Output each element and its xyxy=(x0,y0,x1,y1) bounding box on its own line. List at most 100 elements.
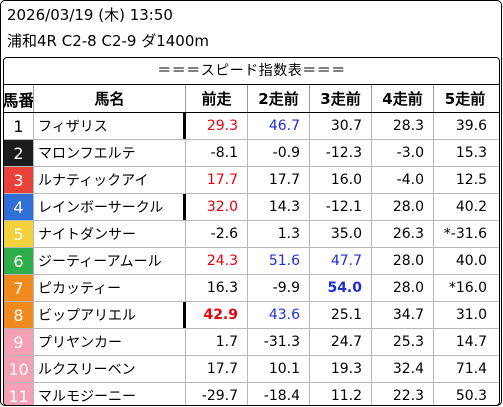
speed-index-cell: 22.3 xyxy=(372,383,434,405)
table-row: 11 マルモジーニー -29.7 -18.4 11.2 22.3 50.3 xyxy=(4,383,499,405)
horse-number-badge: 7 xyxy=(4,275,34,301)
speed-index-cell: -2.6 xyxy=(186,221,248,247)
speed-index-cell: 31.0 xyxy=(455,307,487,323)
speed-index-cell: 29.3 xyxy=(186,113,248,139)
speed-index-cell: 17.7 xyxy=(186,356,248,382)
speed-index-cell: 28.0 xyxy=(372,275,434,301)
speed-index-cell: 1.3 xyxy=(248,221,310,247)
speed-index-cell: 16.3 xyxy=(186,275,248,301)
speed-index-cell: -4.0 xyxy=(372,167,434,193)
horse-name: ビップアリエル xyxy=(34,302,186,328)
speed-index-cell: -9.9 xyxy=(248,275,310,301)
speed-index-cell: -12.3 xyxy=(310,140,372,166)
horse-name: ジーティーアムール xyxy=(34,248,186,274)
horse-number-badge: 2 xyxy=(4,140,34,166)
speed-index-cell: 26.3 xyxy=(372,221,434,247)
speed-index-cell: -0.9 xyxy=(248,140,310,166)
speed-index-cell: 19.3 xyxy=(310,356,372,382)
horse-name: マロンフエルテ xyxy=(34,140,186,166)
horse-name: マルモジーニー xyxy=(34,383,186,405)
speed-index-cell: -31.3 xyxy=(248,329,310,355)
column-header-number: 馬番 xyxy=(4,85,34,112)
column-header-3-races-ago: 3走前 xyxy=(310,85,372,112)
horse-name: ピカッティー xyxy=(34,275,186,301)
table-header-row: 馬番 馬名 前走 2走前 3走前 4走前 5走前 xyxy=(4,85,499,113)
horse-name: ルクスリーベン xyxy=(34,356,186,382)
horse-name: ルナティックアイ xyxy=(34,167,186,193)
speed-index-cell: 24.7 xyxy=(310,329,372,355)
speed-index-cell: -29.7 xyxy=(186,383,248,405)
speed-index-cell: 40.2 xyxy=(455,199,487,215)
speed-index-cell: 51.6 xyxy=(248,248,310,274)
table-row: 4 レインボーサークル 32.0 14.3 -12.1 28.0 40.2 xyxy=(4,194,499,221)
table-row: 9 プリヤンカー 1.7 -31.3 24.7 25.3 14.7 xyxy=(4,329,499,356)
speed-index-cell: 17.7 xyxy=(248,167,310,193)
table-title: ＝＝＝スピード指数表＝＝＝ xyxy=(4,58,499,85)
race-info: 浦和4R C2-8 C2-9 ダ1400m xyxy=(7,32,210,50)
table-row: 3 ルナティックアイ 17.7 17.7 16.0 -4.0 12.5 xyxy=(4,167,499,194)
speed-index-cell: 25.1 xyxy=(310,302,372,328)
table-row: 5 ナイトダンサー -2.6 1.3 35.0 26.3 *-31.6 xyxy=(4,221,499,248)
speed-index-cell: -3.0 xyxy=(372,140,434,166)
speed-index-cell: 71.4 xyxy=(455,361,487,377)
speed-index-cell: 32.0 xyxy=(186,194,248,220)
speed-index-cell: 39.6 xyxy=(455,118,487,134)
speed-index-cell: -12.1 xyxy=(310,194,372,220)
speed-index-cell: 16.0 xyxy=(310,167,372,193)
speed-index-cell: 25.3 xyxy=(372,329,434,355)
speed-index-cell: -8.1 xyxy=(186,140,248,166)
speed-index-cell: 43.6 xyxy=(248,302,310,328)
horse-name: フィザリス xyxy=(34,113,186,139)
speed-index-cell: 24.3 xyxy=(186,248,248,274)
speed-index-cell: 47.7 xyxy=(310,248,372,274)
speed-index-cell: 50.3 xyxy=(455,388,487,404)
speed-index-cell: 35.0 xyxy=(310,221,372,247)
speed-index-cell: 11.2 xyxy=(310,383,372,405)
speed-index-cell: 15.3 xyxy=(455,145,487,161)
speed-index-cell: 1.7 xyxy=(186,329,248,355)
column-header-last-race: 前走 xyxy=(186,85,248,112)
speed-index-cell: 28.0 xyxy=(372,248,434,274)
horse-number-badge: 10 xyxy=(4,356,34,382)
horse-name: ナイトダンサー xyxy=(34,221,186,247)
table-row: 2 マロンフエルテ -8.1 -0.9 -12.3 -3.0 15.3 xyxy=(4,140,499,167)
horse-number-badge: 4 xyxy=(4,194,34,220)
horse-number-badge: 11 xyxy=(4,383,34,405)
horse-number-badge: 5 xyxy=(4,221,34,247)
horse-number-badge: 3 xyxy=(4,167,34,193)
speed-index-cell: -18.4 xyxy=(248,383,310,405)
speed-index-cell: 28.3 xyxy=(372,113,434,139)
column-header-4-races-ago: 4走前 xyxy=(372,85,434,112)
speed-index-cell: 17.7 xyxy=(186,167,248,193)
speed-index-cell: 42.9 xyxy=(186,302,248,328)
horse-name: レインボーサークル xyxy=(34,194,186,220)
horse-number-badge: 9 xyxy=(4,329,34,355)
column-header-5-races-ago: 5走前 xyxy=(444,90,486,108)
horse-number-badge: 1 xyxy=(4,113,34,139)
speed-index-cell: 40.0 xyxy=(455,253,487,269)
speed-index-cell: 54.0 xyxy=(310,275,372,301)
column-header-2-races-ago: 2走前 xyxy=(248,85,310,112)
horse-number-badge: 6 xyxy=(4,248,34,274)
table-body: 1 フィザリス 29.3 46.7 30.7 28.3 39.6 2 マロンフエルテ -8.1 -0… xyxy=(4,113,499,405)
speed-index-cell: 14.3 xyxy=(248,194,310,220)
table-row: 10 ルクスリーベン 17.7 10.1 19.3 32.4 71.4 xyxy=(4,356,499,383)
column-header-horse-name: 馬名 xyxy=(34,85,186,112)
table-row: 1 フィザリス 29.3 46.7 30.7 28.3 39.6 xyxy=(4,113,499,140)
table-row: 8 ビップアリエル 42.9 43.6 25.1 34.7 31.0 xyxy=(4,302,499,329)
horse-name: プリヤンカー xyxy=(34,329,186,355)
horse-number-badge: 8 xyxy=(4,302,34,328)
speed-index-cell: 10.1 xyxy=(248,356,310,382)
speed-index-cell: 32.4 xyxy=(372,356,434,382)
speed-index-cell: *-31.6 xyxy=(443,226,487,242)
speed-index-cell: *16.0 xyxy=(448,280,487,296)
speed-index-cell: 34.7 xyxy=(372,302,434,328)
table-row: 7 ピカッティー 16.3 -9.9 54.0 28.0 *16.0 xyxy=(4,275,499,302)
speed-index-table: ＝＝＝スピード指数表＝＝＝ 馬番 馬名 前走 2走前 3走前 4走前 5走前 1… xyxy=(3,57,500,406)
speed-index-cell: 12.5 xyxy=(455,172,487,188)
table-row: 6 ジーティーアムール 24.3 51.6 47.7 28.0 40.0 xyxy=(4,248,499,275)
speed-index-cell: 30.7 xyxy=(310,113,372,139)
speed-index-cell: 46.7 xyxy=(248,113,310,139)
race-date-time: 2026/03/19 (木) 13:50 xyxy=(7,6,173,24)
